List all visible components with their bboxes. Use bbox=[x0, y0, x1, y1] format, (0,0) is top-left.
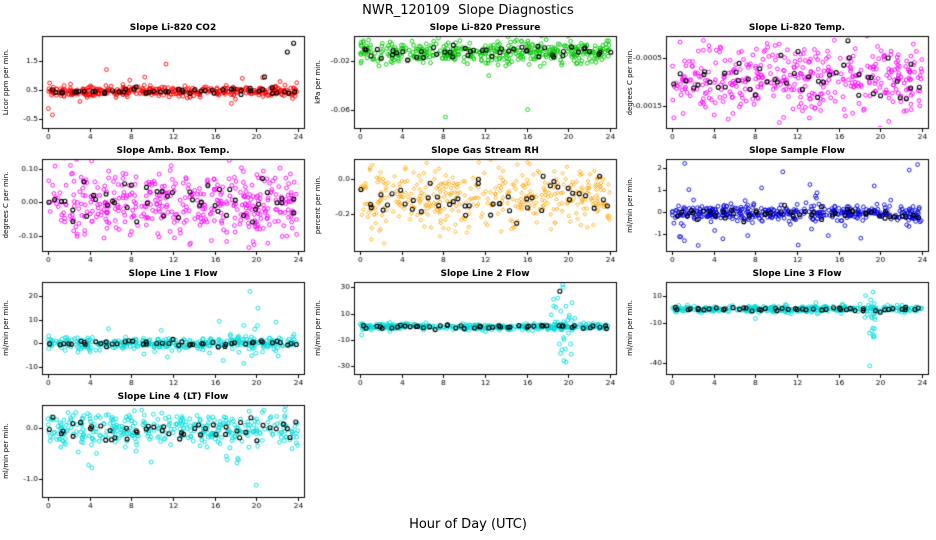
figure-title: NWR_120109 Slope Diagnostics bbox=[362, 3, 574, 18]
panel-slope-line1-flow: Slope Line 1 Flow ml/min per min. bbox=[0, 268, 312, 391]
panel-title: Slope Line 2 Flow bbox=[440, 269, 530, 279]
panel-slope-amb-box-temp: Slope Amb. Box Temp. degrees C per min. bbox=[0, 145, 312, 268]
plot-canvas bbox=[0, 22, 312, 145]
panel-title: Slope Line 4 (LT) Flow bbox=[117, 392, 229, 402]
panel-title: Slope Sample Flow bbox=[749, 146, 845, 156]
panel-title: Slope Line 1 Flow bbox=[128, 269, 218, 279]
panel-slope-line4-lt-flow: Slope Line 4 (LT) Flow ml/min per min. bbox=[0, 391, 312, 514]
y-axis-label: Licor ppm per min. bbox=[2, 48, 10, 116]
y-axis-label: percent per min. bbox=[314, 175, 322, 235]
panel-title: Slope Li-820 Temp. bbox=[748, 23, 846, 33]
plot-canvas bbox=[0, 391, 312, 514]
y-axis-label: degrees C per min. bbox=[2, 171, 10, 239]
plot-canvas bbox=[624, 268, 936, 391]
panel-title: Slope Li-820 Pressure bbox=[429, 23, 541, 33]
panel-slope-line2-flow: Slope Line 2 Flow ml/min per min. bbox=[312, 268, 624, 391]
panel-grid: Slope Li-820 CO2 Licor ppm per min. Slop… bbox=[0, 22, 936, 514]
plot-canvas bbox=[0, 268, 312, 391]
plot-canvas bbox=[0, 145, 312, 268]
empty-cell bbox=[624, 391, 936, 514]
panel-title: Slope Amb. Box Temp. bbox=[116, 146, 230, 156]
panel-slope-gas-stream-rh: Slope Gas Stream RH percent per min. bbox=[312, 145, 624, 268]
plot-canvas bbox=[312, 22, 624, 145]
x-axis-label: Hour of Day (UTC) bbox=[409, 517, 527, 532]
panel-title: Slope Line 3 Flow bbox=[752, 269, 842, 279]
panel-slope-li820-co2: Slope Li-820 CO2 Licor ppm per min. bbox=[0, 22, 312, 145]
plot-canvas bbox=[624, 145, 936, 268]
y-axis-label: ml/min per min. bbox=[626, 300, 634, 356]
y-axis-label: ml/min per min. bbox=[626, 177, 634, 233]
empty-cell bbox=[312, 391, 624, 514]
panel-slope-line3-flow: Slope Line 3 Flow ml/min per min. bbox=[624, 268, 936, 391]
panel-slope-li820-temp: Slope Li-820 Temp. degrees C per min. bbox=[624, 22, 936, 145]
y-axis-label: ml/min per min. bbox=[2, 423, 10, 479]
y-axis-label: degrees C per min. bbox=[626, 48, 634, 116]
plot-canvas bbox=[312, 145, 624, 268]
panel-slope-li820-pressure: Slope Li-820 Pressure kPa per min. bbox=[312, 22, 624, 145]
y-axis-label: ml/min per min. bbox=[2, 300, 10, 356]
y-axis-label: ml/min per min. bbox=[314, 300, 322, 356]
panel-title: Slope Gas Stream RH bbox=[431, 146, 539, 156]
plot-canvas bbox=[624, 22, 936, 145]
panel-slope-sample-flow: Slope Sample Flow ml/min per min. bbox=[624, 145, 936, 268]
y-axis-label: kPa per min. bbox=[314, 60, 322, 104]
panel-title: Slope Li-820 CO2 bbox=[129, 23, 217, 33]
plot-canvas bbox=[312, 268, 624, 391]
